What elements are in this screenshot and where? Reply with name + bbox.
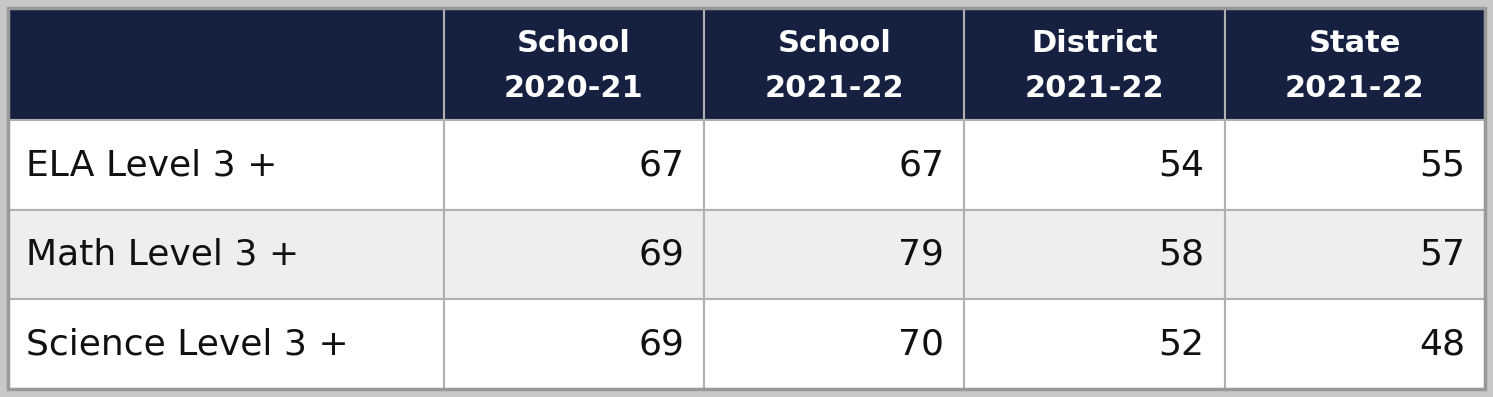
Text: State: State [1309,29,1400,58]
Bar [7,8,443,120]
Bar [1224,8,1486,120]
Text: 2020-21: 2020-21 [505,74,643,104]
Text: 48: 48 [1418,327,1465,361]
Bar [705,8,964,120]
Text: 79: 79 [899,238,945,272]
Text: 2021-22: 2021-22 [1285,74,1424,104]
Text: Science Level 3 +: Science Level 3 + [25,327,349,361]
Text: School: School [517,29,632,58]
Text: 67: 67 [638,148,684,182]
Bar [964,8,1224,120]
Bar [7,210,443,299]
Text: 67: 67 [899,148,945,182]
Bar [705,299,964,389]
Bar [7,120,443,210]
Text: ELA Level 3 +: ELA Level 3 + [25,148,278,182]
Text: District: District [1032,29,1159,58]
Text: 54: 54 [1159,148,1205,182]
Bar [443,210,705,299]
Bar [705,210,964,299]
Bar [443,299,705,389]
Bar [705,120,964,210]
Text: Math Level 3 +: Math Level 3 + [25,238,299,272]
Bar [443,8,705,120]
Text: 2021-22: 2021-22 [1024,74,1165,104]
Text: 58: 58 [1159,238,1205,272]
Bar [1224,210,1486,299]
Bar [7,299,443,389]
Bar [964,299,1224,389]
Bar [964,210,1224,299]
Text: 55: 55 [1418,148,1465,182]
Text: 52: 52 [1159,327,1205,361]
Text: 2021-22: 2021-22 [764,74,903,104]
Text: 69: 69 [638,238,684,272]
Bar [1224,120,1486,210]
Text: 69: 69 [638,327,684,361]
Text: School: School [778,29,891,58]
Bar [1224,299,1486,389]
Text: 70: 70 [899,327,945,361]
Text: 57: 57 [1418,238,1465,272]
Bar [443,120,705,210]
Bar [964,120,1224,210]
